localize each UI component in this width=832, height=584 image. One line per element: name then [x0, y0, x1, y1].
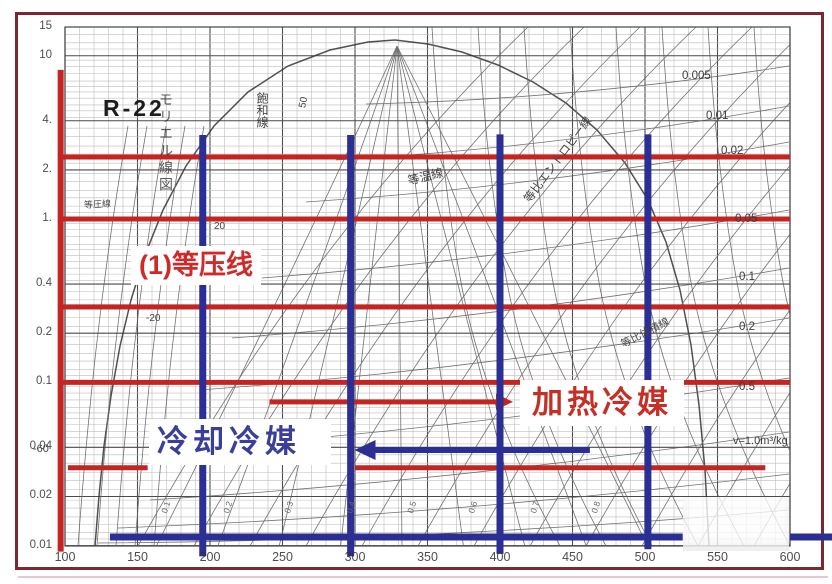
chart-vertical-title: モリエル線図: [158, 92, 174, 194]
refrigerant-title: R-22: [103, 95, 165, 121]
heating-refrigerant-callout: 加热冷媒: [520, 380, 684, 426]
watermark-smudge: [683, 497, 789, 551]
isobar-callout: (1)等压线: [131, 246, 261, 286]
cooling-refrigerant-callout: 冷却冷媒: [149, 419, 331, 465]
